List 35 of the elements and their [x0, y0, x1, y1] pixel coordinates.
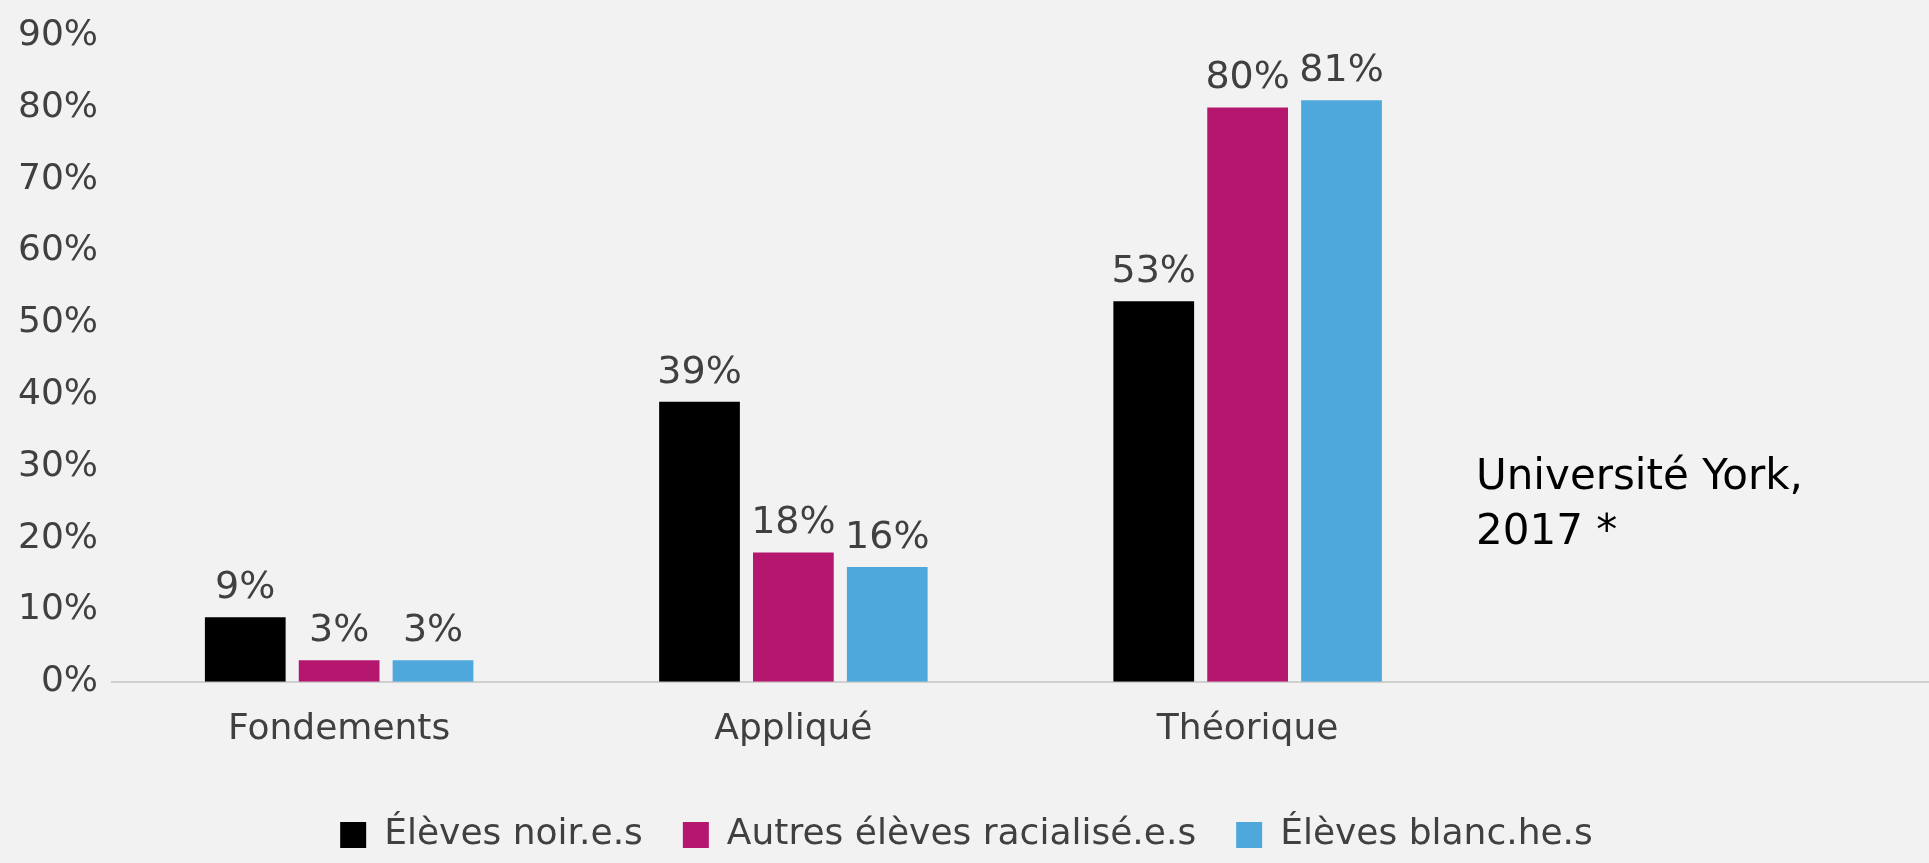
bar — [298, 660, 380, 682]
legend-label: Autres élèves racialisé.e.s — [726, 811, 1197, 853]
bar — [659, 401, 740, 682]
y-tick-label: 10% — [18, 586, 99, 628]
text: 53% — [1111, 247, 1196, 292]
bar — [846, 566, 928, 682]
y-tick-label: 60% — [18, 227, 99, 269]
y-tick-label: 50% — [18, 299, 99, 341]
x-tick-label: Théorique — [1155, 705, 1339, 747]
y-tick-label: 30% — [18, 442, 99, 484]
bar — [392, 660, 474, 682]
legend-label: Élèves noir.e.s — [384, 811, 643, 853]
text: 9% — [215, 563, 276, 608]
text: 3% — [308, 606, 370, 651]
legend-label: Élèves blanc.he.s — [1280, 811, 1593, 853]
bar — [1207, 107, 1288, 682]
annotation: Université York, 2017 * — [1476, 449, 1804, 556]
text: 3% — [402, 606, 464, 651]
bar — [1301, 100, 1382, 682]
text: 18% — [751, 498, 836, 543]
y-tick-label: 40% — [18, 370, 99, 412]
y-tick-label: 20% — [18, 514, 99, 556]
y-tick-label: 70% — [18, 155, 99, 197]
y-tick-label: 90% — [18, 11, 99, 53]
text: 39% — [657, 347, 742, 392]
bar — [753, 552, 834, 682]
text: 16% — [845, 512, 930, 557]
y-tick-label: 0% — [40, 658, 99, 700]
x-tick-label: Appliqué — [714, 705, 873, 747]
bar — [204, 617, 286, 682]
text: 80% — [1205, 53, 1290, 98]
text: 81% — [1299, 46, 1384, 91]
bar — [1113, 301, 1195, 682]
y-tick-label: 80% — [18, 83, 99, 125]
x-tick-label: Fondements — [228, 705, 451, 747]
